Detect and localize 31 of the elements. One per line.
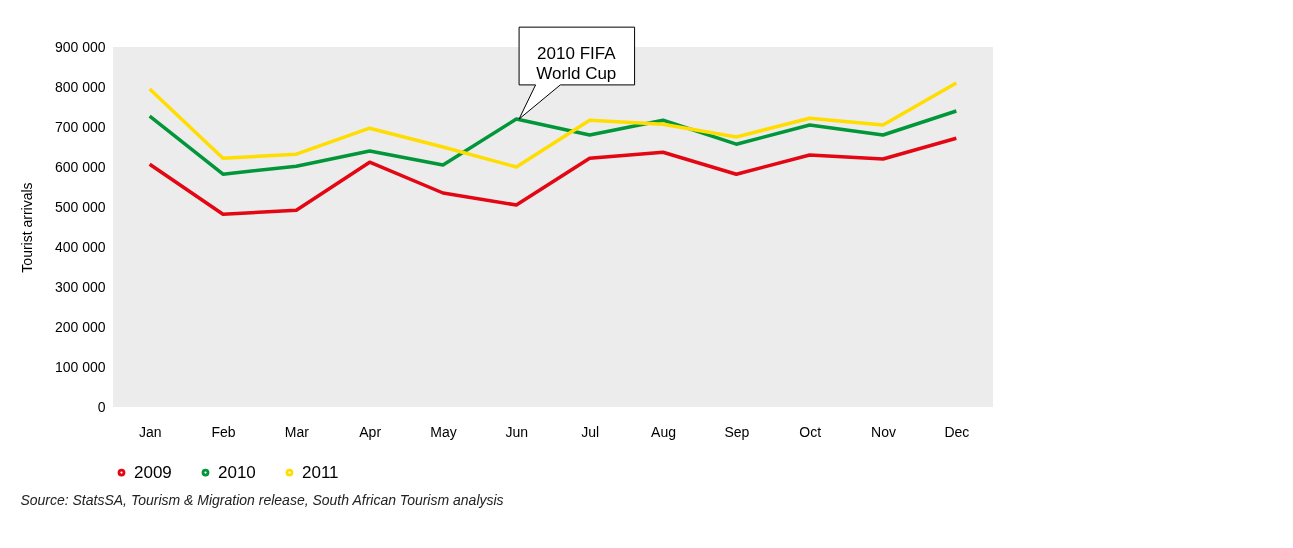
line-series: [147, 81, 959, 169]
x-tick-label: Dec: [944, 423, 970, 440]
y-tick-label: 200 000: [54, 318, 106, 335]
y-tick-label: 0: [97, 398, 106, 415]
y-tick-label: 600 000: [54, 158, 106, 175]
y-tick-label: 400 000: [54, 238, 106, 255]
x-tick-label: Aug: [651, 423, 676, 440]
x-tick-label: Jun: [505, 423, 529, 440]
x-tick-label: May: [430, 423, 457, 440]
legend-label: 2009: [134, 462, 172, 482]
x-tick-label: Jul: [581, 423, 600, 440]
y-tick-label: 700 000: [54, 118, 106, 135]
x-tick-label: Feb: [211, 423, 236, 440]
y-tick-label: 900 000: [54, 38, 106, 55]
annotation: 2010 FIFA World Cup: [536, 44, 617, 83]
x-tick-label: Oct: [799, 423, 822, 440]
x-tick-label: Apr: [359, 423, 382, 440]
x-tick-label: Sep: [724, 423, 750, 440]
x-tick-label: Nov: [871, 423, 896, 440]
legend-label: 2010: [218, 462, 256, 482]
legend-label: 2011: [302, 462, 339, 482]
x-tick-label: Jan: [138, 423, 162, 440]
y-axis-title: Tourist arrivals: [18, 182, 35, 273]
y-tick-label: 500 000: [54, 198, 106, 215]
x-tick-label: Mar: [284, 423, 310, 440]
line-series: [147, 109, 959, 176]
line-series: [147, 136, 959, 216]
y-tick-label: 800 000: [54, 78, 106, 95]
source-note: Source: StatsSA, Tourism & Migration release, South African Tourism analysis: [20, 492, 504, 508]
y-tick-label: 100 000: [54, 358, 106, 375]
y-tick-label: 300 000: [54, 278, 106, 295]
